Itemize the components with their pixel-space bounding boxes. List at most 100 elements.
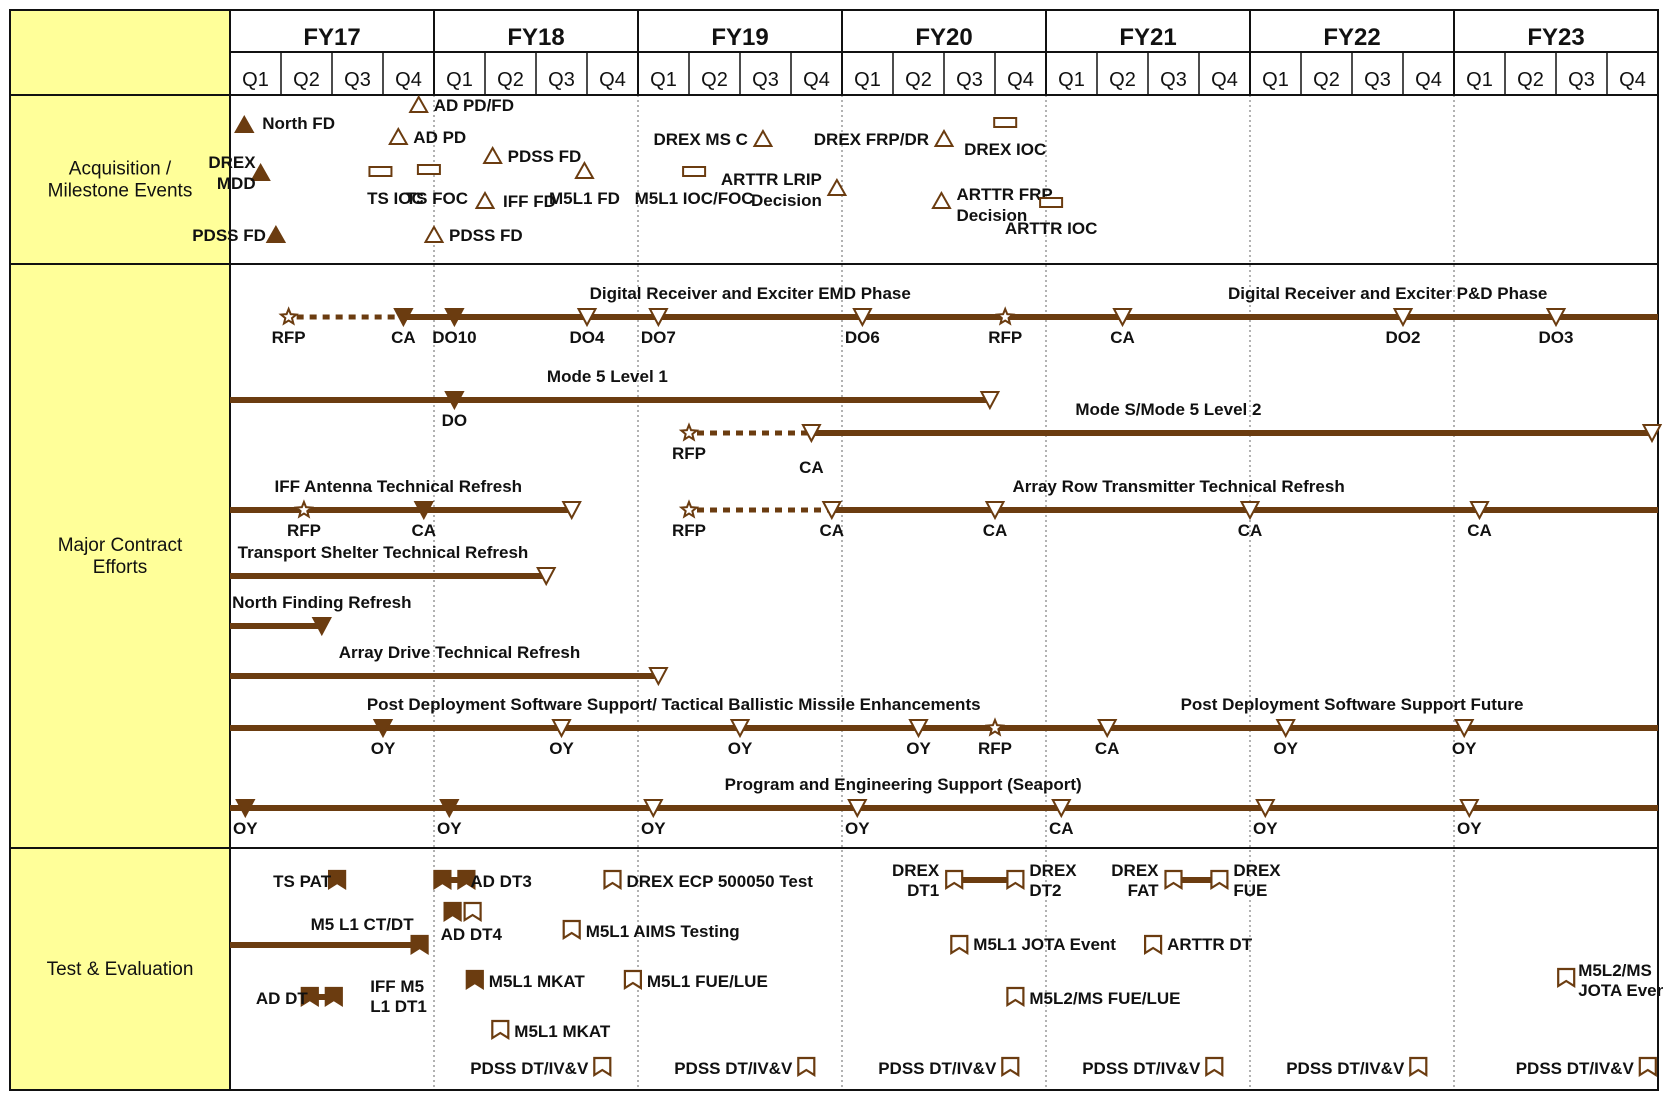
test-label: M5L1 JOTA Event: [973, 935, 1116, 954]
event-label: OY: [845, 819, 870, 838]
test-flag-icon: [593, 1056, 612, 1077]
quarter-label: Q1: [650, 69, 677, 91]
event-triangle-icon: [821, 501, 842, 521]
test-label: DREX: [1233, 861, 1281, 880]
test-flag-icon: [463, 901, 482, 922]
rfp-star-icon: [995, 306, 1016, 326]
event-label: RFP: [287, 521, 321, 540]
fiscal-year-label: FY18: [507, 24, 564, 51]
test-label: PDSS DT/IV&V: [674, 1059, 793, 1078]
event-triangle-icon: [648, 667, 669, 687]
rfp-star-icon: [278, 306, 299, 326]
quarter-label: Q3: [548, 69, 575, 91]
milestone-triangle-icon: [931, 190, 952, 209]
effort-name: Array Row Transmitter Technical Refresh: [1012, 477, 1344, 496]
event-triangle-icon: [979, 391, 1001, 411]
event-label: OY: [549, 739, 574, 758]
test-flag-icon: [797, 1056, 816, 1077]
milestone-triangle-icon: [826, 177, 848, 196]
event-label: OY: [906, 739, 931, 758]
event-label: DO7: [641, 328, 676, 347]
event-triangle-icon: [235, 799, 256, 819]
event-label: CA: [1467, 521, 1492, 540]
quarter-label: Q3: [752, 69, 779, 91]
test-label: M5L1 FUE/LUE: [647, 972, 768, 991]
test-label: M5L1 MKAT: [514, 1022, 611, 1041]
event-triangle-icon: [444, 308, 465, 328]
event-label: DO: [442, 411, 468, 430]
milestone-triangle-icon: [574, 160, 595, 179]
quarter-label: Q4: [1619, 69, 1646, 91]
event-label: RFP: [978, 739, 1012, 758]
quarter-label: Q3: [1364, 69, 1391, 91]
event-triangle-icon: [444, 391, 465, 411]
event-triangle-icon: [576, 308, 598, 328]
effort-name: North Finding Refresh: [232, 593, 411, 612]
effort-name: Post Deployment Software Support/ Tactic…: [367, 695, 981, 714]
quarter-label: Q4: [1211, 69, 1238, 91]
test-label: M5L2/MS: [1578, 961, 1652, 980]
effort-name: Digital Receiver and Exciter EMD Phase: [590, 284, 911, 303]
event-label: RFP: [672, 444, 706, 463]
effort-name: Transport Shelter Technical Refresh: [238, 543, 529, 562]
quarter-label: Q4: [395, 69, 422, 91]
test-flag-icon: [1210, 869, 1229, 890]
quarter-label: Q2: [1313, 69, 1340, 91]
event-triangle-icon: [1255, 799, 1276, 819]
quarter-label: Q2: [497, 69, 524, 91]
effort-name: IFF Antenna Technical Refresh: [275, 477, 523, 496]
event-label: CA: [1049, 819, 1074, 838]
milestone-label: ARTTR FRP: [956, 185, 1052, 204]
ioc-rect-icon: [682, 166, 707, 177]
milestone-label: ARTTR LRIP: [721, 170, 822, 189]
milestone-label: Decision: [956, 206, 1027, 225]
event-label: CA: [820, 521, 845, 540]
milestone-label: MDD: [217, 174, 256, 193]
effort-name: Mode 5 Level 1: [547, 367, 668, 386]
event-triangle-icon: [908, 719, 929, 739]
quarter-label: Q1: [1262, 69, 1289, 91]
event-triangle-icon: [1459, 799, 1480, 819]
fiscal-year-label: FY19: [711, 24, 768, 51]
event-label: OY: [1273, 739, 1298, 758]
test-flag-icon: [623, 969, 642, 990]
test-label: AD DT: [256, 989, 309, 1008]
test-flag-icon: [465, 969, 484, 990]
test-flag-icon: [443, 901, 462, 922]
rfp-star-icon: [984, 717, 1006, 737]
milestone-label: PDSS FD: [508, 147, 582, 166]
quarter-label: Q4: [1007, 69, 1034, 91]
event-triangle-icon: [536, 567, 557, 587]
fiscal-year-label: FY20: [915, 24, 972, 51]
event-triangle-icon: [984, 501, 1006, 521]
test-flag-icon: [433, 869, 452, 890]
test-label: FAT: [1128, 881, 1159, 900]
event-triangle-icon: [1112, 308, 1133, 328]
section-label: Acquisition /: [69, 159, 172, 180]
test-label: PDSS DT/IV&V: [1082, 1059, 1201, 1078]
milestone-label: DREX IOC: [964, 140, 1046, 159]
test-flag-icon: [1638, 1056, 1657, 1077]
event-label: CA: [983, 521, 1008, 540]
quarter-label: Q3: [956, 69, 983, 91]
event-label: CA: [799, 458, 824, 477]
event-triangle-icon: [439, 799, 460, 819]
fiscal-year-label: FY17: [303, 24, 360, 51]
section-label: Efforts: [93, 557, 148, 578]
milestone-triangle-icon: [474, 190, 496, 209]
test-label: M5L2/MS FUE/LUE: [1029, 989, 1180, 1008]
event-label: OY: [728, 739, 753, 758]
test-label: PDSS DT/IV&V: [878, 1059, 997, 1078]
event-label: DO10: [432, 328, 476, 347]
event-triangle-icon: [1097, 719, 1118, 739]
test-flag-icon: [1205, 1056, 1224, 1077]
milestone-triangle-icon: [423, 224, 445, 243]
quarter-label: Q3: [344, 69, 371, 91]
test-flag-icon: [491, 1019, 510, 1040]
test-label: PDSS DT/IV&V: [1286, 1059, 1405, 1078]
rfp-star-icon: [678, 422, 700, 442]
quarter-label: Q4: [1415, 69, 1442, 91]
test-flag-icon: [562, 919, 581, 940]
fiscal-year-label: FY22: [1323, 24, 1380, 51]
test-label: DREX: [892, 861, 940, 880]
